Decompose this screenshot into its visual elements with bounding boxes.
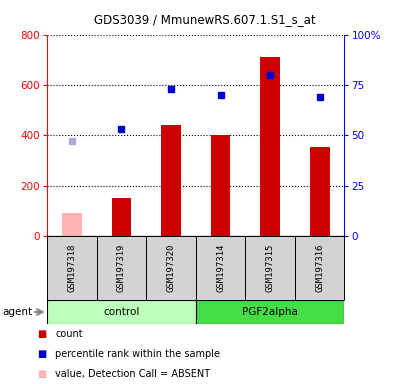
Bar	[62, 214, 82, 236]
Bar	[260, 57, 279, 236]
Bar	[47, 236, 97, 300]
Text: GSM197315: GSM197315	[265, 244, 274, 292]
Bar	[196, 300, 344, 324]
Bar	[309, 147, 329, 236]
Bar	[294, 236, 344, 300]
Text: GSM197314: GSM197314	[216, 244, 225, 292]
Bar	[196, 236, 245, 300]
Text: GSM197319: GSM197319	[117, 244, 126, 292]
Bar	[97, 236, 146, 300]
Bar	[111, 199, 131, 236]
Text: GSM197316: GSM197316	[315, 244, 324, 292]
Text: PGF2alpha: PGF2alpha	[242, 307, 297, 317]
Text: ■: ■	[37, 369, 46, 379]
Text: control: control	[103, 307, 139, 317]
Bar	[146, 236, 196, 300]
Text: GSM197318: GSM197318	[67, 244, 76, 292]
Bar	[210, 136, 230, 236]
Text: agent: agent	[2, 307, 32, 317]
Bar	[47, 300, 196, 324]
Text: ■: ■	[37, 349, 46, 359]
Text: percentile rank within the sample: percentile rank within the sample	[55, 349, 220, 359]
Text: GDS3039 / MmunewRS.607.1.S1_s_at: GDS3039 / MmunewRS.607.1.S1_s_at	[94, 13, 315, 26]
Text: GSM197320: GSM197320	[166, 244, 175, 292]
Text: count: count	[55, 329, 83, 339]
Text: ■: ■	[37, 329, 46, 339]
Text: value, Detection Call = ABSENT: value, Detection Call = ABSENT	[55, 369, 210, 379]
Bar	[161, 125, 180, 236]
Bar	[245, 236, 294, 300]
